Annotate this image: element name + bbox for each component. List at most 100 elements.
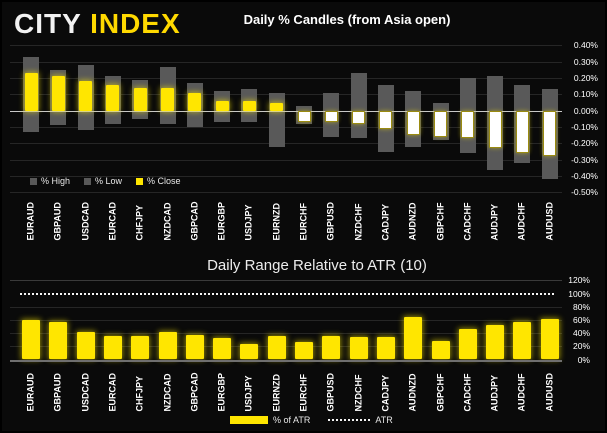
candles-gridline	[10, 176, 562, 178]
candle-close-bar-audjpy	[488, 110, 502, 149]
atr-x-label-nzdchf: NZDCHF	[353, 374, 364, 412]
atr-x-label-cadjpy: CADJPY	[380, 374, 391, 412]
candles-gridline	[10, 78, 562, 79]
candles-y-tick-label: -0.20%	[571, 138, 598, 149]
candles-gridline	[10, 94, 562, 96]
candles-gridline	[10, 61, 562, 63]
atr-bar-euraud	[22, 319, 40, 360]
candle-close-bar-audchf	[515, 110, 529, 154]
atr-bar-usdjpy	[240, 344, 259, 360]
candles-legend: % High % Low % Close	[30, 176, 195, 186]
atr-legend-bar-swatch	[230, 416, 268, 424]
candle-close-bar-cadjpy	[379, 110, 393, 129]
candle-close-bar-audnzd	[406, 110, 420, 136]
atr-bar-audjpy	[486, 324, 505, 360]
atr-y-tick-label: 60%	[572, 314, 590, 325]
atr-bar-nzdcad	[158, 331, 177, 360]
atr-x-label-audchf: AUDCHF	[516, 373, 527, 412]
candles-chart-title: Daily % Candles (from Asia open)	[243, 12, 451, 27]
candles-zero-line	[10, 110, 562, 112]
candles-y-tick-label: -0.40%	[571, 171, 598, 182]
atr-legend-item-pct-of-atr: % of ATR	[230, 415, 310, 425]
candles-legend-item: % Low	[84, 176, 122, 186]
atr-x-label-euraud: EURAUD	[25, 372, 36, 412]
atr-x-label-usdcad: USDCAD	[80, 372, 91, 412]
atr-bar-eurnzd	[267, 335, 286, 360]
candle-close-bar-gbpchf	[434, 110, 447, 137]
candles-gridline	[10, 127, 562, 129]
candles-y-tick-label: -0.50%	[571, 187, 598, 198]
atr-bar-gbpchf	[431, 341, 450, 360]
atr-legend: % of ATR ATR	[230, 415, 407, 425]
atr-x-label-cadchf: CADCHF	[462, 373, 473, 412]
atr-bar-audusd	[540, 319, 559, 360]
candle-close-bar-cadchf	[461, 110, 475, 139]
brand-logo: CITY INDEX	[14, 8, 181, 40]
atr-legend-item-atr: ATR	[324, 415, 393, 425]
candle-close-bar-usdjpy	[242, 100, 256, 111]
atr-bar-cadchf	[458, 328, 477, 360]
candles-y-tick-label: 0.40%	[573, 40, 598, 51]
candles-y-tick-label: 0.20%	[573, 73, 598, 83]
atr-gridline	[10, 280, 562, 282]
candle-close-bar-eurnzd	[270, 102, 284, 111]
atr-x-label-gbpcad: GBPCAD	[189, 372, 200, 412]
candle-close-bar-euraud	[24, 73, 38, 111]
atr-legend-dotted-swatch	[328, 419, 371, 421]
candles-y-tick-label: 0.00%	[573, 105, 598, 116]
candle-close-bar-nzdchf	[352, 110, 366, 124]
candle-close-bar-usdcad	[79, 81, 93, 111]
candles-legend-swatch	[30, 177, 37, 185]
atr-bar-gbpaud	[49, 321, 68, 360]
atr-x-label-eurcad: EURCAD	[107, 372, 118, 412]
atr-legend-label: % of ATR	[273, 415, 311, 425]
atr-bar-gbpusd	[322, 335, 341, 360]
candles-legend-label: % High	[41, 176, 71, 186]
atr-bar-nzdchf	[349, 337, 368, 360]
atr-x-label-audnzd: AUDNZD	[407, 373, 418, 412]
atr-reference-line	[20, 292, 554, 295]
atr-bar-eurcad	[103, 335, 122, 360]
candles-legend-swatch	[84, 177, 92, 185]
atr-x-label-gbpchf: GBPCHF	[435, 373, 445, 412]
candle-close-bar-chfjpy	[133, 87, 147, 111]
candles-legend-item: % Close	[136, 176, 181, 186]
candles-gridline	[10, 192, 562, 194]
candles-legend-label: % Low	[95, 176, 123, 186]
atr-bar-cadjpy	[376, 337, 395, 360]
atr-x-label-eurgbp: EURGBP	[216, 372, 227, 412]
candle-close-bar-audusd	[543, 110, 557, 157]
atr-x-label-audjpy: AUDJPY	[489, 374, 500, 412]
atr-gridline	[10, 333, 562, 335]
atr-bar-eurgbp	[213, 337, 232, 360]
atr-gridline	[10, 319, 562, 321]
candles-legend-swatch	[136, 177, 144, 185]
candle-close-bar-nzdcad	[161, 87, 174, 111]
candle-close-bar-eurchf	[297, 110, 311, 123]
candle-close-bar-gbpcad	[188, 92, 202, 111]
candles-gridline	[10, 143, 562, 145]
atr-x-label-audusd: AUDUSD	[544, 372, 555, 412]
atr-y-tick-label: 100%	[568, 288, 590, 299]
atr-x-label-chfjpy: CHFJPY	[134, 375, 145, 412]
atr-bar-audnzd	[404, 316, 423, 360]
candle-close-bar-gbpusd	[324, 110, 338, 123]
atr-y-tick-label: 20%	[572, 341, 590, 352]
atr-bar-chfjpy	[131, 336, 150, 360]
atr-y-tick-label: 120%	[568, 275, 590, 286]
atr-x-label-gbpusd: GBPUSD	[325, 372, 336, 412]
candles-y-tick-label: -0.30%	[571, 154, 598, 165]
atr-bar-gbpcad	[185, 335, 204, 360]
candles-y-tick-label: 0.30%	[573, 56, 598, 67]
atr-x-label-usdjpy: USDJPY	[243, 375, 254, 412]
atr-baseline	[10, 359, 562, 362]
atr-legend-label: ATR	[375, 415, 393, 425]
candles-legend-label: % Close	[147, 176, 181, 186]
candle-close-bar-eurcad	[106, 84, 120, 111]
candles-y-tick-label: -0.10%	[571, 122, 598, 133]
brand-logo-city: CITY	[14, 8, 82, 39]
atr-y-tick-label: 0%	[577, 354, 590, 365]
